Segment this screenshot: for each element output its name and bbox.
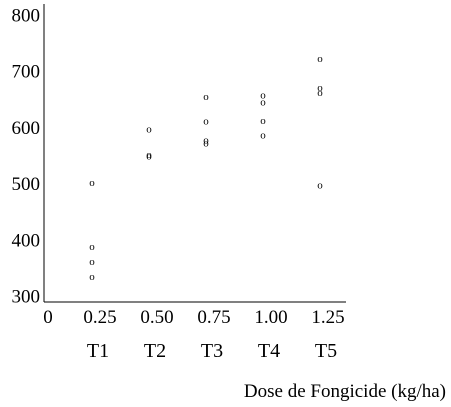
data-point: o (146, 149, 152, 161)
y-tick-label-300: 300 (12, 287, 41, 308)
x-origin-label: 0 (43, 307, 53, 328)
data-point: o (89, 241, 95, 253)
data-point: o (89, 177, 95, 189)
data-point: o (203, 138, 209, 150)
x-axis-title: Dose de Fongicide (kg/ha) (244, 381, 446, 402)
data-point: o (203, 91, 209, 103)
treatment-label-T2: T2 (144, 340, 166, 362)
y-tick-label-600: 600 (12, 118, 41, 139)
data-point: o (317, 53, 323, 65)
data-point: o (203, 135, 209, 147)
data-point: o (89, 256, 95, 268)
y-axis-ticks: 300 400 500 600 700 800 (12, 5, 41, 307)
treatment-label-T1: T1 (87, 340, 109, 362)
data-point: o (260, 115, 266, 127)
treatment-label-T4: T4 (258, 340, 280, 362)
x-tick-label-0.50: 0.50 (140, 307, 173, 328)
y-tick-label-800: 800 (12, 5, 41, 26)
data-point: o (89, 271, 95, 283)
y-tick-label-500: 500 (12, 174, 41, 195)
data-point: o (260, 90, 266, 102)
data-point: o (317, 87, 323, 99)
data-point: o (317, 82, 323, 94)
axes (43, 4, 346, 303)
x-tick-label-0.75: 0.75 (197, 307, 230, 328)
x-tick-label-1.00: 1.00 (254, 307, 287, 328)
x-axis-ticks: 0 0.25 T1 0.50 T2 0.75 T3 1.00 T4 1.25 T5 (43, 307, 344, 362)
data-point: o (146, 123, 152, 135)
x-tick-label-1.25: 1.25 (311, 307, 344, 328)
y-tick-label-400: 400 (12, 230, 41, 251)
treatment-label-T3: T3 (201, 340, 223, 362)
y-tick-label-700: 700 (12, 62, 41, 83)
x-tick-label-0.25: 0.25 (83, 307, 116, 328)
treatment-label-T5: T5 (315, 340, 337, 362)
data-point: o (260, 96, 266, 108)
data-point: o (317, 180, 323, 192)
data-point: o (203, 116, 209, 128)
data-point: o (146, 150, 152, 162)
data-point: o (260, 130, 266, 142)
